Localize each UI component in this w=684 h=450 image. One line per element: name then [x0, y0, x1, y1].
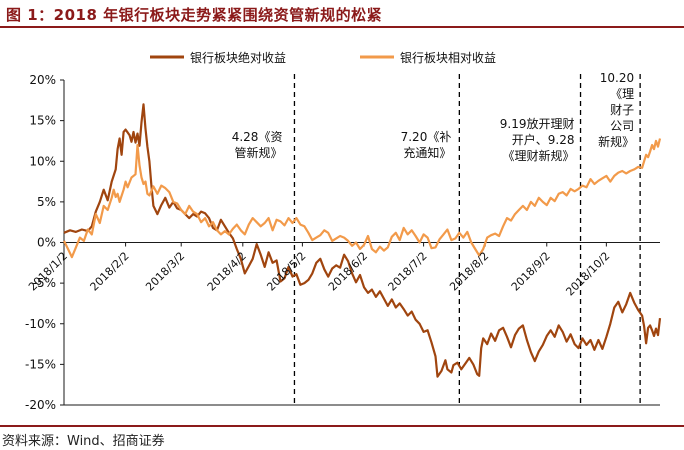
- x-tick-label: 2018/3/2: [143, 249, 187, 293]
- y-tick-label: 10%: [29, 154, 56, 168]
- x-tick-label: 2018/2/2: [88, 249, 132, 293]
- y-tick-label: -15%: [25, 357, 56, 371]
- event-label: 7.20《补充通知》: [401, 130, 452, 160]
- line-chart: 4.28《资管新规》 7.20《补充通知》 9.19放开理财开户、9.28 《理财新规…: [25, 50, 662, 412]
- y-tick-label: 5%: [37, 195, 56, 209]
- event-label: 9.19放开理财开户、9.28 《理财新规》: [500, 116, 575, 163]
- bottom-divider: [0, 425, 684, 427]
- y-tick-label: 20%: [29, 73, 56, 87]
- x-tick-label: 2018/8/2: [447, 249, 491, 293]
- legend-label-absolute: 银行板块绝对收益: [190, 50, 286, 65]
- legend-label-relative: 银行板块相对收益: [400, 51, 496, 65]
- x-tick-label: 2018/9/2: [509, 249, 553, 293]
- y-tick-label: -20%: [25, 398, 56, 412]
- x-tick-label: 2018/4/2: [205, 249, 249, 293]
- event-label: 10.20 《理财子公司新规》: [598, 71, 634, 149]
- top-divider: [0, 26, 684, 28]
- chart-title: 图 1：2018 年银行板块走势紧紧围绕资管新规的松紧: [6, 6, 383, 24]
- y-tick-label: 0%: [37, 236, 56, 250]
- y-tick-label: -5%: [33, 276, 56, 290]
- x-tick-label: 2018/10/2: [563, 249, 612, 298]
- y-tick-label: 15%: [29, 114, 56, 128]
- series-line-absolute: [63, 103, 662, 378]
- series-line-relative: [63, 138, 662, 259]
- x-tick-label: 2018/7/2: [386, 249, 430, 293]
- event-label: 4.28《资管新规》: [232, 130, 283, 160]
- source-note: 资料来源：Wind、招商证券: [2, 434, 165, 449]
- y-tick-label: -10%: [25, 317, 56, 331]
